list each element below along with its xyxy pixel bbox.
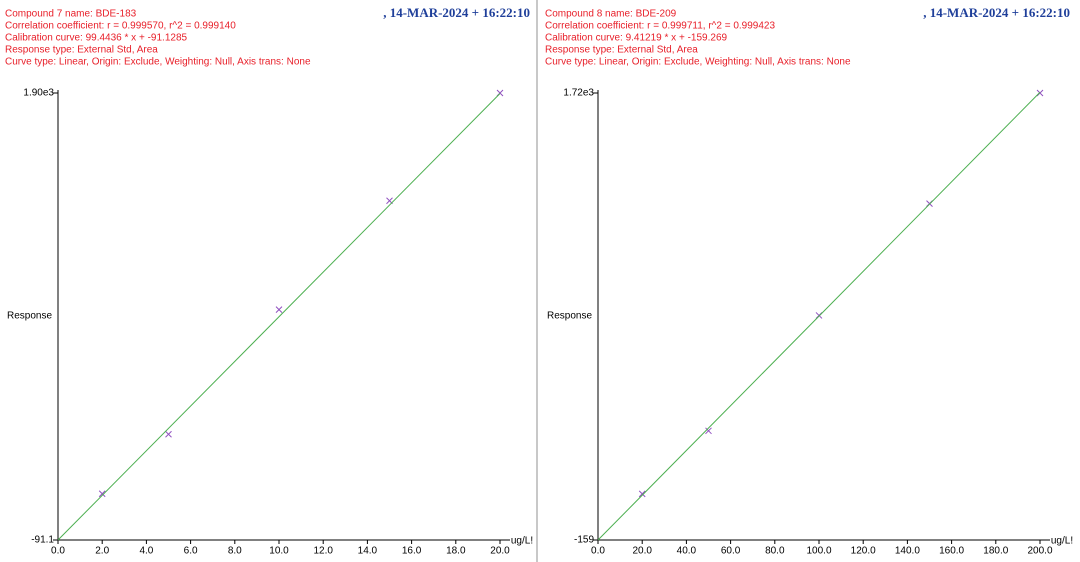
x-tick-label: 120.0	[851, 546, 876, 557]
info-line: Curve type: Linear, Origin: Exclude, Wei…	[5, 57, 311, 68]
info-line: Calibration curve: 9.41219 * x + -159.26…	[545, 33, 727, 44]
x-tick-label: 20.0	[632, 546, 652, 557]
data-point	[165, 430, 172, 438]
info-line: Response type: External Std, Area	[5, 45, 158, 56]
x-tick-label: 14.0	[358, 546, 378, 557]
info-line: Correlation coefficient: r = 0.999570, r…	[5, 21, 236, 32]
x-tick-label: 20.0	[490, 546, 510, 557]
y-tick-label: 1.90e3	[23, 88, 54, 99]
y-axis-label: Response	[7, 311, 52, 322]
x-tick-label: 4.0	[139, 546, 153, 557]
chart-title: Compound 8 name: BDE-209	[545, 9, 677, 20]
info-line: Correlation coefficient: r = 0.999711, r…	[545, 21, 775, 32]
x-axis-label: ug/L!	[1051, 536, 1073, 547]
info-line: Curve type: Linear, Origin: Exclude, Wei…	[545, 57, 851, 68]
timestamp: , 14-MAR-2024 + 16:22:10	[923, 5, 1070, 20]
x-tick-label: 60.0	[721, 546, 741, 557]
x-tick-label: 160.0	[939, 546, 964, 557]
x-tick-label: 40.0	[677, 546, 697, 557]
timestamp: , 14-MAR-2024 + 16:22:10	[383, 5, 530, 20]
info-line: Response type: External Std, Area	[545, 45, 698, 56]
y-tick-label: -159	[574, 535, 594, 546]
x-tick-label: 0.0	[591, 546, 605, 557]
x-tick-label: 16.0	[402, 546, 422, 557]
x-tick-label: 100.0	[806, 546, 831, 557]
x-tick-label: 8.0	[228, 546, 242, 557]
data-point	[1036, 89, 1044, 97]
x-axis-label: ug/L!	[511, 536, 533, 547]
fit-line	[597, 91, 1041, 541]
data-point	[275, 306, 283, 313]
x-tick-label: 200.0	[1027, 546, 1052, 557]
x-tick-label: 80.0	[765, 546, 785, 557]
y-tick-label: 1.72e3	[563, 88, 594, 99]
x-tick-label: 12.0	[313, 546, 333, 557]
x-tick-label: 18.0	[446, 546, 466, 557]
x-tick-label: 0.0	[51, 546, 65, 557]
data-point	[98, 490, 106, 498]
info-line: Calibration curve: 99.4436 * x + -91.128…	[5, 33, 187, 44]
x-tick-label: 140.0	[895, 546, 920, 557]
chart-title: Compound 7 name: BDE-183	[5, 9, 137, 20]
x-tick-label: 10.0	[269, 546, 289, 557]
y-tick-label: -91.1	[31, 535, 54, 546]
x-tick-label: 2.0	[95, 546, 109, 557]
x-tick-label: 180.0	[983, 546, 1008, 557]
fit-line	[57, 93, 501, 541]
x-tick-label: 6.0	[184, 546, 198, 557]
data-point	[705, 427, 712, 435]
y-axis-label: Response	[547, 311, 592, 322]
data-point	[638, 490, 646, 498]
